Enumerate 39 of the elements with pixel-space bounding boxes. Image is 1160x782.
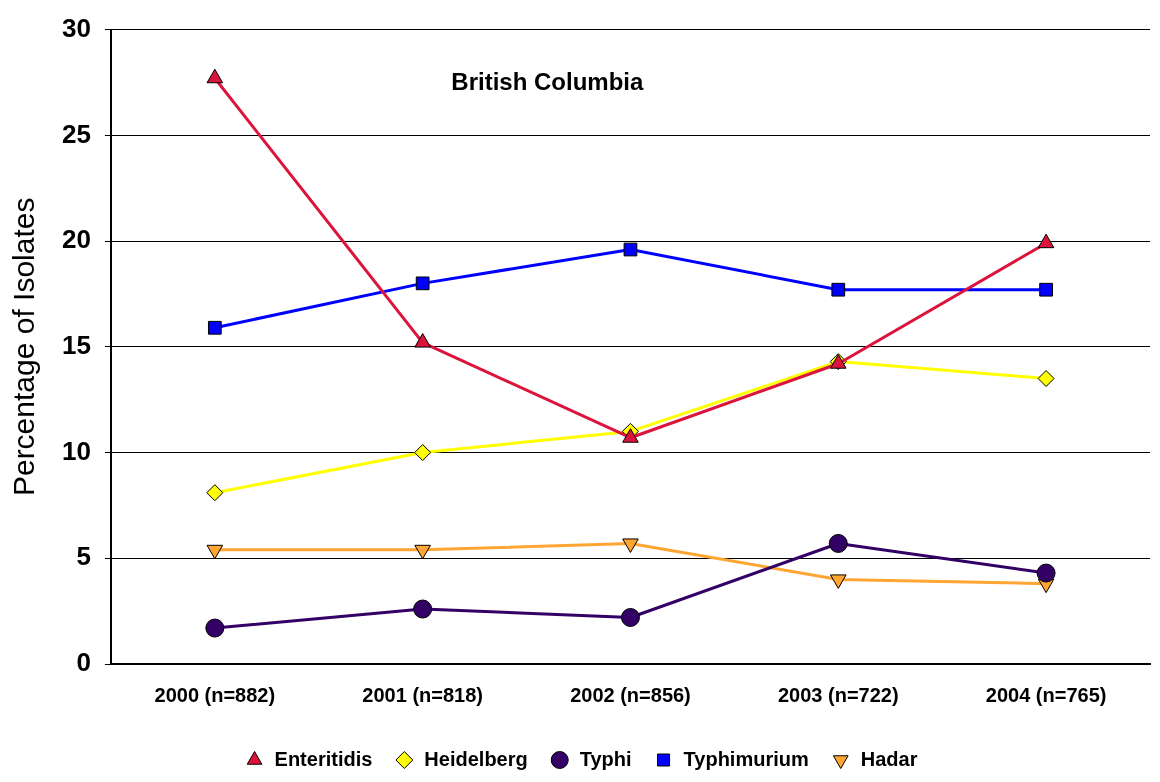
- point: [623, 242, 638, 257]
- point: [831, 282, 846, 297]
- point: [207, 320, 222, 335]
- x-tick-label: 2001 (n=818): [362, 683, 483, 706]
- point: [1039, 282, 1053, 297]
- legend-label: Hadar: [860, 747, 918, 770]
- point: [828, 533, 848, 553]
- x-tick-label: 2000 (n=882): [154, 683, 276, 706]
- legend-label: Typhimurium: [683, 747, 809, 770]
- y-tick-label: 0: [76, 647, 91, 678]
- point: [1037, 233, 1055, 249]
- point: [206, 484, 224, 502]
- point: [1037, 370, 1055, 388]
- x-tick-label: 2003 (n=722): [777, 683, 899, 706]
- y-tick-label: 30: [62, 12, 91, 43]
- y-tick-label: 20: [62, 224, 91, 255]
- point: [413, 599, 433, 619]
- point: [414, 333, 431, 348]
- legend-label: Heidelberg: [424, 747, 528, 770]
- x-tick-label: 2002 (n=856): [570, 683, 691, 706]
- point: [620, 607, 640, 627]
- point: [829, 574, 847, 589]
- point: [414, 444, 432, 462]
- y-tick-label: 5: [76, 541, 91, 572]
- point: [622, 538, 639, 553]
- point: [415, 276, 430, 291]
- legend-label: Enteritidis: [274, 747, 373, 770]
- text: British Columbia: [451, 68, 644, 96]
- point: [205, 618, 225, 638]
- y-tick-label: 10: [62, 435, 91, 466]
- y-tick-label: 25: [62, 118, 91, 149]
- point: [206, 68, 224, 84]
- point: [206, 544, 224, 560]
- y-axis-title: Percentage of Isolates: [7, 197, 41, 497]
- x-tick-label: 2004 (n=765): [985, 683, 1107, 706]
- point: [414, 544, 431, 560]
- legend-label: Typhi: [579, 747, 632, 770]
- point: [1036, 563, 1056, 583]
- y-tick-label: 15: [62, 329, 91, 360]
